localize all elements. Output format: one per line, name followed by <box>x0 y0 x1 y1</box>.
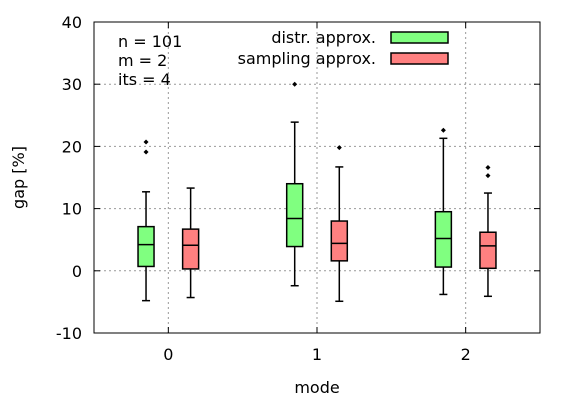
box-1-1 <box>330 145 349 303</box>
outlier-point <box>485 165 491 171</box>
outlier-point <box>143 139 149 145</box>
box-0-2 <box>434 127 453 296</box>
annotation-n: n = 101 <box>118 32 182 51</box>
box-iqr <box>285 182 304 248</box>
legend-label-sampling: sampling approx. <box>238 49 376 68</box>
outlier-point <box>292 81 298 87</box>
box-iqr <box>434 210 453 268</box>
x-tick-label: 0 <box>163 345 173 364</box>
y-tick-label: 30 <box>62 75 82 94</box>
x-axis-label: mode <box>294 378 339 397</box>
box-iqr <box>479 231 497 270</box>
outlier-point <box>143 149 149 155</box>
legend-swatch-sampling <box>390 52 449 65</box>
legend-label-distr: distr. approx. <box>271 28 376 47</box>
legend-swatch-distr <box>390 31 449 44</box>
grid <box>94 22 540 333</box>
annotations: n = 101 m = 2 its = 4 <box>118 32 182 89</box>
outlier-point <box>485 173 491 179</box>
box-1-2 <box>479 165 497 298</box>
box-iqr <box>181 228 200 270</box>
box-iqr <box>137 225 155 268</box>
box-iqr <box>330 220 349 262</box>
box-0-0 <box>137 139 155 302</box>
legend: distr. approx. sampling approx. <box>238 28 449 68</box>
x-tick-label: 1 <box>312 345 322 364</box>
outlier-point <box>440 127 446 133</box>
y-axis-label: gap [%] <box>9 146 28 209</box>
y-tick-label: 40 <box>62 13 82 32</box>
outlier-point <box>336 145 342 151</box>
box-0-1 <box>285 81 304 287</box>
axis-ticks: -10 0 10 20 30 40 0 1 2 <box>56 13 540 364</box>
y-tick-label: 0 <box>72 262 82 281</box>
boxes <box>137 81 497 303</box>
y-tick-label: 10 <box>62 200 82 219</box>
annotation-m: m = 2 <box>118 51 167 70</box>
box-1-0 <box>181 187 200 299</box>
y-tick-label: 20 <box>62 137 82 156</box>
x-tick-label: 2 <box>461 345 471 364</box>
y-tick-label: -10 <box>56 324 82 343</box>
annotation-its: its = 4 <box>118 70 171 89</box>
